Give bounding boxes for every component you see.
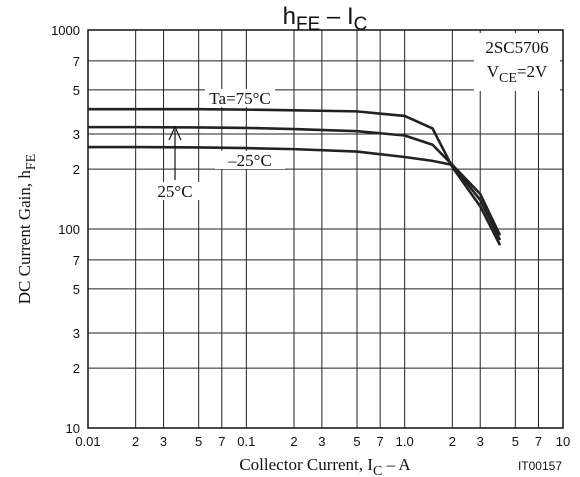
label-bg (205, 89, 275, 107)
part-number: 2SC5706 (485, 38, 548, 57)
x-tick-label: 3 (160, 434, 167, 449)
x-tick-label: 5 (195, 434, 202, 449)
y-tick-label: 5 (73, 282, 80, 297)
curve (88, 107, 502, 246)
curve (88, 145, 502, 236)
x-tick-label: 1.0 (396, 434, 414, 449)
y-tick-label: 3 (73, 326, 80, 341)
condition-part: =2V (517, 62, 548, 81)
condition: VCE=2V (487, 62, 548, 86)
y-tick-label: 7 (73, 54, 80, 69)
x-tick-label: 5 (512, 434, 519, 449)
title-part: – I (320, 3, 353, 30)
annotation-box (474, 33, 560, 91)
x-tick-label: 0.01 (75, 434, 100, 449)
x-tick-label: 7 (377, 434, 384, 449)
x-tick-label: 0.1 (237, 434, 255, 449)
x-tick-label: 2 (290, 434, 297, 449)
x-tick-label: 3 (477, 434, 484, 449)
curve (88, 125, 502, 241)
x-tick-label: 2 (449, 434, 456, 449)
y-tick-label: 5 (73, 83, 80, 98)
label-bg (215, 151, 285, 169)
plot-frame (87, 29, 564, 429)
x-tick-label: 7 (218, 434, 225, 449)
y-tick-label: 2 (73, 361, 80, 376)
y-tick-label: 2 (73, 162, 80, 177)
series-label: 25°C (157, 182, 192, 201)
x-tick-label: 10 (556, 434, 570, 449)
figure-code: IT00157 (518, 459, 562, 473)
condition-sub: CE (499, 71, 517, 86)
x-tick-label: 5 (353, 434, 360, 449)
x-axis-label: Collector Current, IC – A (239, 455, 411, 477)
y-tick-label: 1000 (51, 23, 80, 38)
title-part: h (283, 3, 296, 30)
label-bg (140, 182, 210, 200)
label-part: – A (382, 455, 411, 474)
label-part: DC Current Gain, h (15, 170, 34, 305)
label-sub: C (373, 464, 382, 477)
y-tick-label: 10 (66, 421, 80, 436)
x-tick-label: 2 (132, 434, 139, 449)
label-sub: FE (24, 154, 39, 170)
title-sub: C (354, 14, 368, 35)
y-axis-label: DC Current Gain, hFE (15, 154, 39, 304)
y-tick-label: 3 (73, 127, 80, 142)
x-tick-label: 3 (318, 434, 325, 449)
x-tick-label: 7 (535, 434, 542, 449)
label-part: Collector Current, I (239, 455, 373, 474)
y-tick-label: 100 (58, 222, 80, 237)
series-label: –25°C (227, 151, 272, 170)
series-label: Ta=75°C (209, 89, 270, 108)
y-tick-label: 7 (73, 253, 80, 268)
title-sub: FE (296, 14, 320, 35)
condition-part: V (487, 62, 500, 81)
pointer-head (168, 125, 182, 141)
